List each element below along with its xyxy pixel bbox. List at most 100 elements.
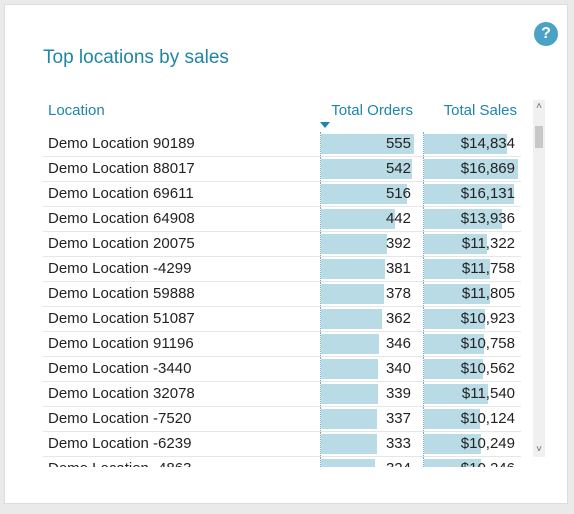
total-orders-cell: 362 xyxy=(320,307,413,331)
location-cell: Demo Location -4863 xyxy=(48,460,191,467)
total-orders-cell: 542 xyxy=(320,157,413,181)
table-row[interactable]: Demo Location 20075 392 $11,322 xyxy=(43,232,521,257)
total-sales-cell: $16,131 xyxy=(423,182,517,206)
table-row[interactable]: Demo Location 91196 346 $10,758 xyxy=(43,332,521,357)
column-header-total-sales[interactable]: Total Sales xyxy=(443,102,517,119)
location-cell: Demo Location -6239 xyxy=(48,435,192,452)
orders-bar xyxy=(321,459,375,467)
table-row[interactable]: Demo Location -3440 340 $10,562 xyxy=(43,357,521,382)
table-row[interactable]: Demo Location -7520 337 $10,124 xyxy=(43,407,521,432)
table-row[interactable]: Demo Location 64908 442 $13,936 xyxy=(43,207,521,232)
table-row[interactable]: Demo Location 51087 362 $10,923 xyxy=(43,307,521,332)
total-sales-cell: $11,322 xyxy=(423,232,517,256)
orders-value: 442 xyxy=(385,210,411,227)
total-sales-cell: $10,758 xyxy=(423,332,517,356)
table-row[interactable]: Demo Location 90189 555 $14,834 xyxy=(43,132,521,157)
scroll-thumb[interactable] xyxy=(535,126,543,148)
sales-value: $10,249 xyxy=(460,435,515,452)
sales-value: $11,322 xyxy=(461,235,515,252)
location-cell: Demo Location 88017 xyxy=(48,160,195,177)
orders-value: 324 xyxy=(386,460,411,467)
total-sales-cell: $14,834 xyxy=(423,132,517,156)
scroll-down-icon[interactable]: ˅ xyxy=(536,444,542,455)
total-sales-cell: $10,249 xyxy=(423,432,517,456)
location-cell: Demo Location 69611 xyxy=(48,185,194,202)
sales-bar xyxy=(424,309,485,329)
orders-value: 337 xyxy=(385,410,411,427)
orders-bar xyxy=(321,284,384,304)
orders-bar xyxy=(321,234,387,254)
orders-bar xyxy=(321,334,379,354)
sales-value: $10,923 xyxy=(460,310,515,327)
table-row[interactable]: Demo Location 32078 339 $11,540 xyxy=(43,382,521,407)
total-orders-cell: 346 xyxy=(320,332,413,356)
location-cell: Demo Location 59888 xyxy=(48,285,195,302)
sales-bar xyxy=(424,259,490,279)
card-title: Top locations by sales xyxy=(43,47,229,68)
total-orders-cell: 381 xyxy=(320,257,413,281)
location-cell: Demo Location 64908 xyxy=(48,210,195,227)
column-header-location[interactable]: Location xyxy=(48,102,105,119)
orders-value: 392 xyxy=(385,235,411,252)
orders-bar xyxy=(321,259,385,279)
table-row[interactable]: Demo Location -6239 333 $10,249 xyxy=(43,432,521,457)
orders-value: 516 xyxy=(385,185,411,202)
table-row[interactable]: Demo Location -4299 381 $11,758 xyxy=(43,257,521,282)
sales-value: $14,834 xyxy=(460,135,515,152)
orders-bar xyxy=(321,209,395,229)
sales-value: $16,869 xyxy=(460,160,515,177)
orders-value: 339 xyxy=(385,385,411,402)
orders-value: 362 xyxy=(385,310,411,327)
sales-bar xyxy=(424,459,481,467)
sales-value: $10,124 xyxy=(460,410,515,427)
orders-value: 333 xyxy=(385,435,411,452)
total-orders-cell: 337 xyxy=(320,407,413,431)
sales-bar xyxy=(424,184,514,204)
table-row[interactable]: Demo Location 69611 516 $16,131 xyxy=(43,182,521,207)
total-orders-cell: 340 xyxy=(320,357,413,381)
orders-bar xyxy=(321,384,378,404)
total-sales-cell: $16,869 xyxy=(423,157,518,181)
sales-value: $10,246 xyxy=(461,460,515,467)
orders-bar xyxy=(321,159,412,179)
table-body: Demo Location 90189 555 $14,834 Demo Locati… xyxy=(43,132,521,467)
scroll-up-icon[interactable]: ˄ xyxy=(536,101,542,112)
location-cell: Demo Location -7520 xyxy=(48,410,192,427)
location-cell: Demo Location 91196 xyxy=(48,335,194,352)
sort-descending-icon xyxy=(320,122,330,128)
total-sales-cell: $11,805 xyxy=(423,282,517,306)
orders-bar xyxy=(321,409,377,429)
sales-bar xyxy=(424,434,481,454)
sales-bar xyxy=(424,409,480,429)
orders-bar xyxy=(321,184,407,204)
table-row[interactable]: Demo Location -4863 324 $10,246 xyxy=(43,457,521,467)
sales-bar xyxy=(424,234,487,254)
orders-bar xyxy=(321,434,377,454)
orders-value: 381 xyxy=(385,260,411,277)
orders-value: 378 xyxy=(385,285,411,302)
table-row[interactable]: Demo Location 88017 542 $16,869 xyxy=(43,157,521,182)
total-sales-cell: $10,124 xyxy=(423,407,517,431)
sales-value: $11,758 xyxy=(461,260,515,277)
vertical-scrollbar[interactable]: ˄ ˅ xyxy=(533,100,545,457)
sales-bar xyxy=(424,134,507,154)
locations-table: Location Total Orders Total Sales Demo L… xyxy=(43,100,521,467)
total-sales-cell: $11,758 xyxy=(423,257,517,281)
location-cell: Demo Location 51087 xyxy=(48,310,195,327)
total-orders-cell: 378 xyxy=(320,282,413,306)
sales-value: $10,562 xyxy=(460,360,515,377)
total-sales-cell: $10,246 xyxy=(423,457,517,467)
sales-bar xyxy=(424,159,518,179)
table-row[interactable]: Demo Location 59888 378 $11,805 xyxy=(43,282,521,307)
orders-value: 542 xyxy=(385,160,411,177)
help-icon[interactable]: ? xyxy=(534,22,558,46)
column-header-total-orders[interactable]: Total Orders xyxy=(331,102,413,119)
sales-value: $10,758 xyxy=(460,335,515,352)
total-sales-cell: $11,540 xyxy=(423,382,517,406)
total-orders-cell: 333 xyxy=(320,432,413,456)
top-locations-card: ? Top locations by sales Location Total … xyxy=(4,4,568,504)
sales-bar xyxy=(424,359,483,379)
orders-bar xyxy=(321,309,382,329)
location-cell: Demo Location -4299 xyxy=(48,260,192,277)
location-cell: Demo Location -3440 xyxy=(48,360,192,377)
